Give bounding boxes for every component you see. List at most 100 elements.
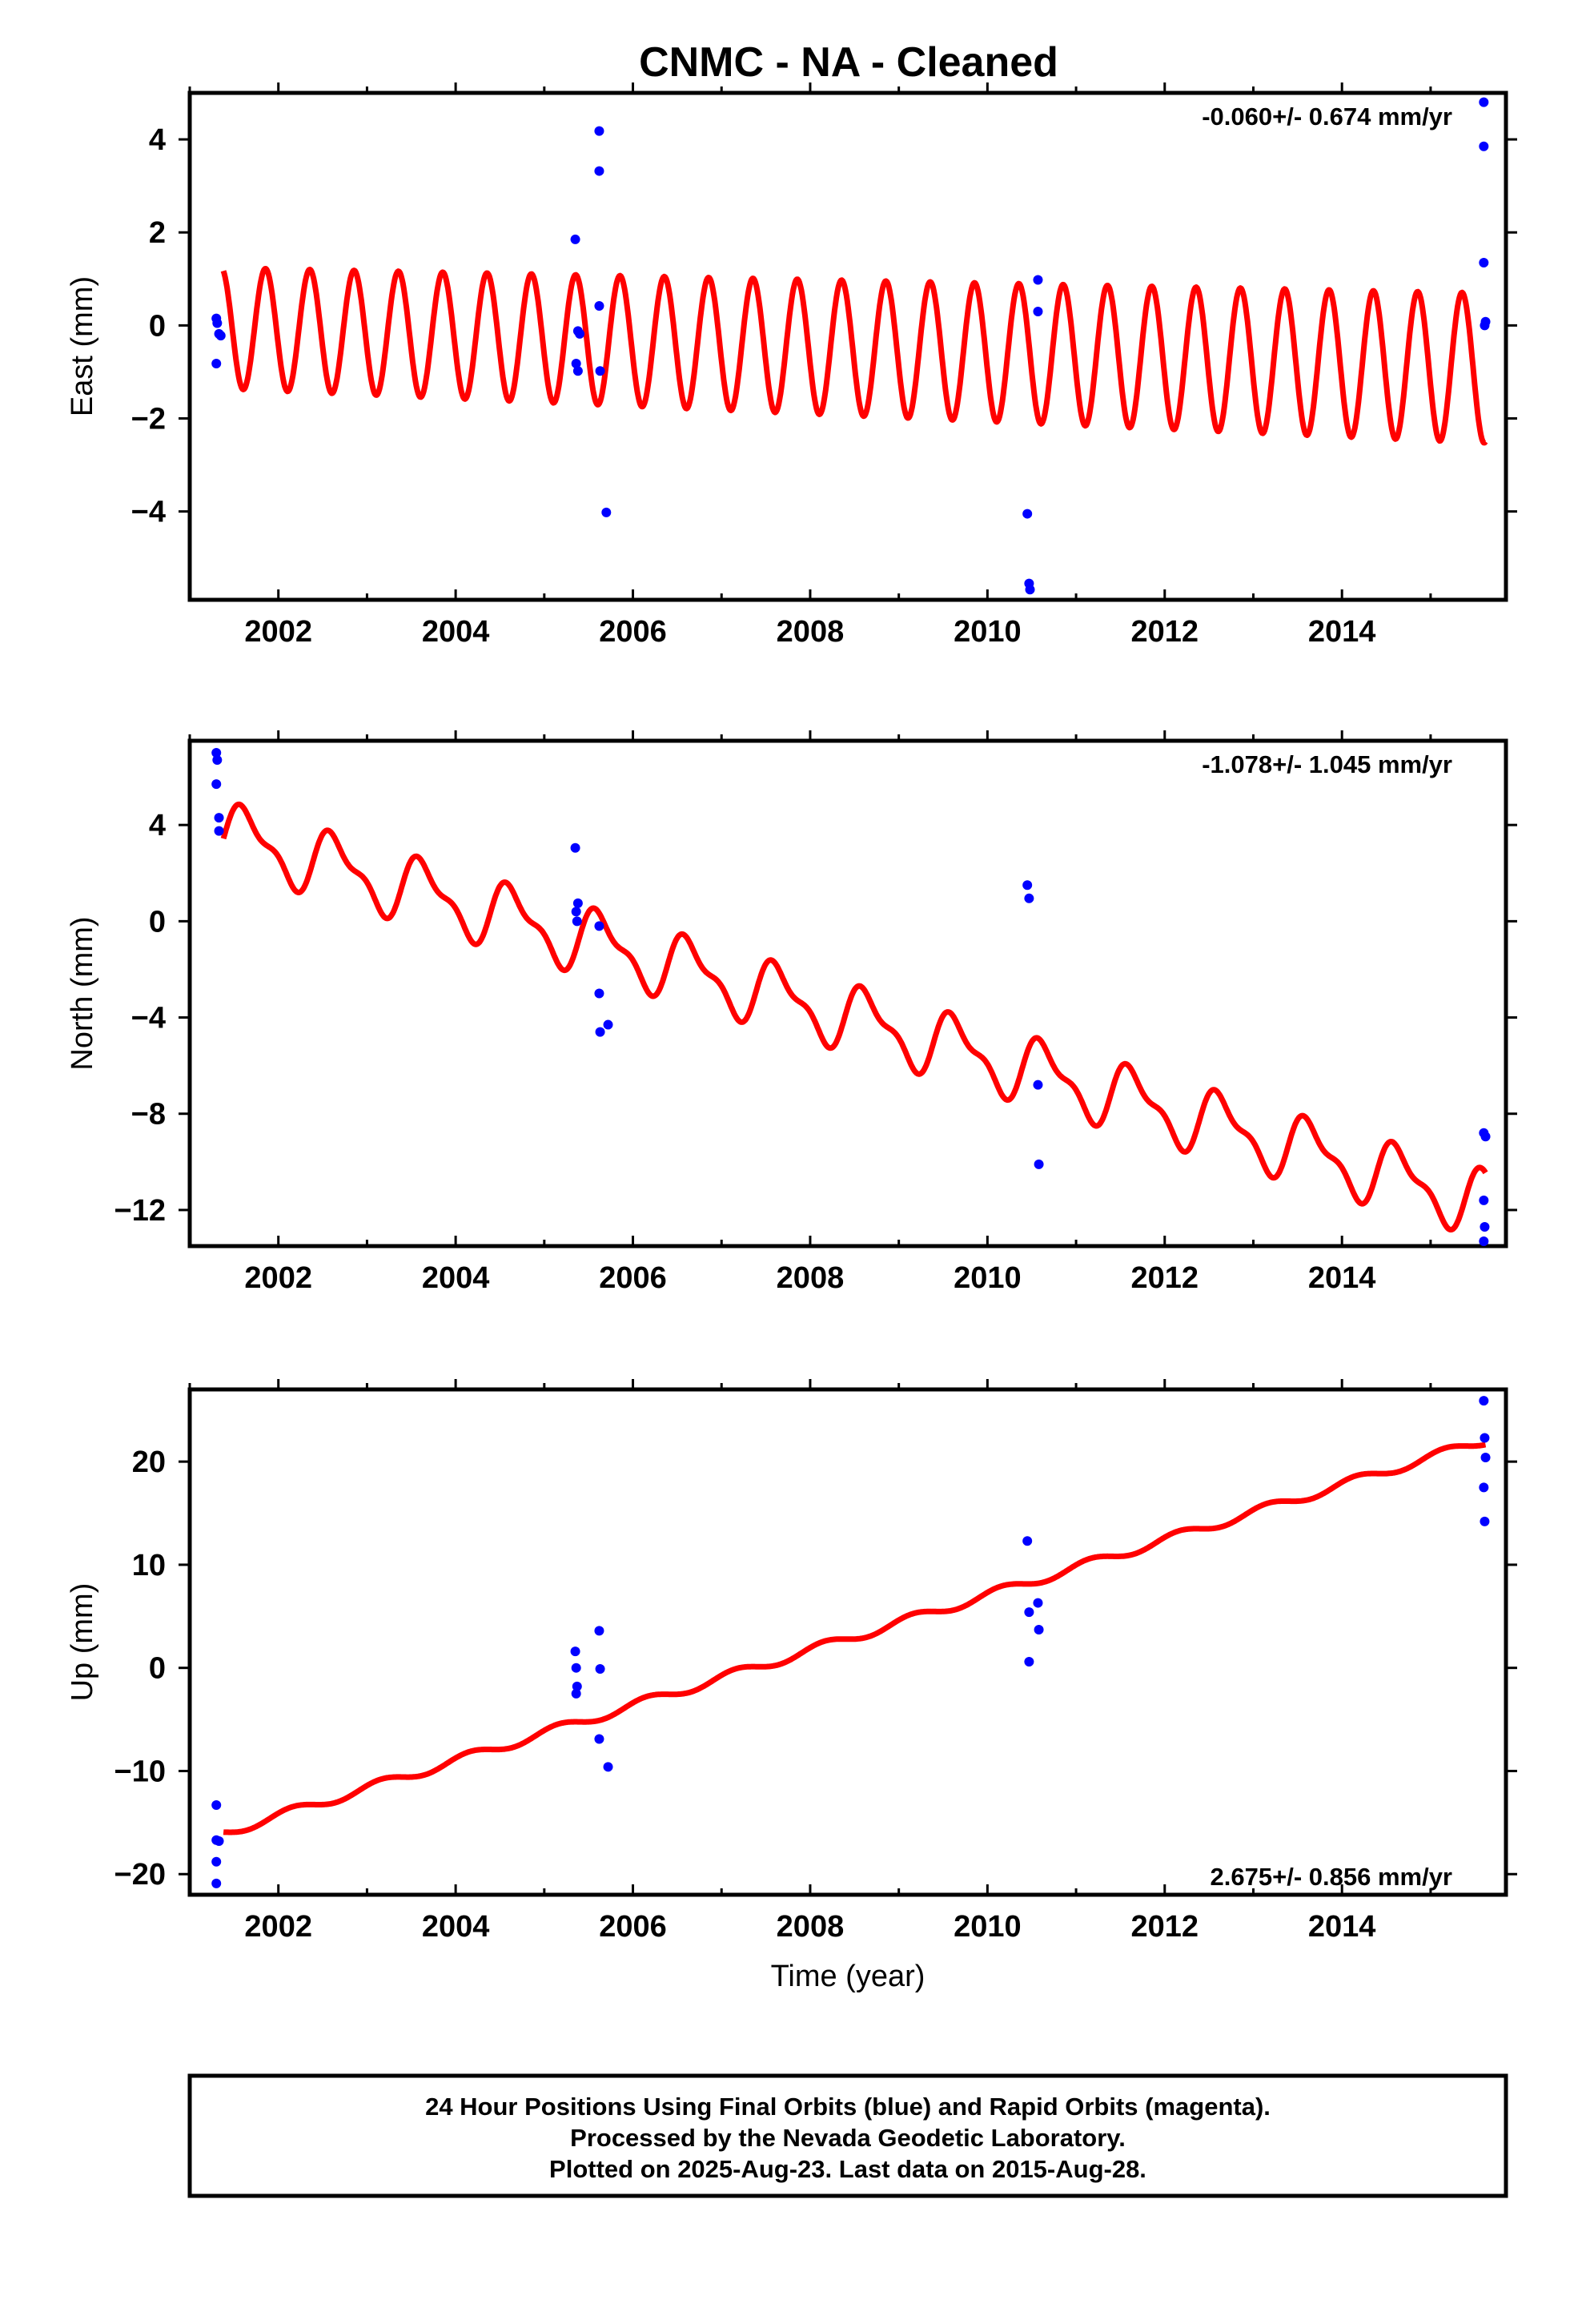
x-tick-label: 2004: [422, 1261, 490, 1295]
y-axis-label: North (mm): [66, 916, 99, 1070]
plot-frame: [187, 738, 1508, 1248]
x-tick-label: 2012: [1131, 615, 1199, 649]
y-tick-label: 4: [149, 809, 166, 842]
data-point: [594, 300, 604, 311]
x-tick-label: 2012: [1131, 1910, 1199, 1944]
data-point: [1024, 1656, 1034, 1667]
x-tick-label: 2006: [599, 615, 667, 649]
data-point: [211, 1878, 222, 1888]
data-point: [214, 1836, 224, 1847]
y-tick-label: 4: [149, 123, 166, 157]
data-point: [211, 1799, 222, 1810]
data-point: [211, 748, 222, 758]
x-tick-label: 2010: [954, 1261, 1022, 1295]
data-point: [594, 988, 604, 999]
data-point: [1480, 1221, 1490, 1232]
data-point: [1480, 1132, 1491, 1142]
data-point: [571, 907, 581, 917]
data-point: [214, 813, 224, 823]
data-point: [601, 507, 612, 517]
data-point: [1480, 1516, 1490, 1526]
data-point: [1480, 320, 1490, 331]
data-point: [570, 234, 580, 244]
data-point: [211, 1856, 222, 1867]
footer-box: 24 Hour Positions Using Final Orbits (bl…: [187, 2073, 1508, 2198]
y-tick-label: 0: [149, 1652, 166, 1686]
x-tick-label: 2006: [599, 1261, 667, 1295]
data-point: [595, 1663, 605, 1674]
data-point: [212, 318, 223, 328]
data-point: [603, 1019, 613, 1030]
y-tick-label: 0: [149, 905, 166, 939]
y-tick-label: 20: [132, 1445, 166, 1479]
rate-label: -0.060+/- 0.674 mm/yr: [1202, 103, 1452, 131]
data-point: [1480, 1452, 1491, 1462]
data-point: [1479, 1482, 1489, 1493]
y-tick-label: 10: [132, 1549, 166, 1582]
data-point: [215, 331, 226, 341]
y-tick-label: −8: [131, 1098, 166, 1132]
data-point: [1033, 275, 1043, 285]
x-tick-label: 2002: [244, 615, 312, 649]
data-point: [1479, 97, 1489, 107]
rate-label: -1.078+/- 1.045 mm/yr: [1202, 750, 1452, 778]
y-axis-label: East (mm): [66, 276, 99, 416]
data-point: [1479, 1396, 1489, 1406]
y-tick-label: −2: [131, 403, 166, 436]
x-tick-label: 2008: [777, 1261, 845, 1295]
data-point: [572, 1681, 582, 1691]
model-curve: [220, 266, 1488, 446]
x-tick-label: 2014: [1308, 1261, 1376, 1295]
data-point: [572, 916, 582, 927]
data-point: [571, 358, 581, 368]
y-axis-label: Up (mm): [66, 1583, 99, 1702]
data-point: [1479, 141, 1489, 151]
data-point: [570, 842, 580, 853]
y-tick-label: −4: [131, 496, 166, 529]
data-point: [594, 166, 604, 176]
x-tick-label: 2002: [244, 1910, 312, 1944]
x-tick-label: 2004: [422, 615, 490, 649]
data-point: [571, 1688, 581, 1699]
data-point: [1022, 509, 1033, 519]
data-point: [214, 826, 224, 836]
x-tick-label: 2008: [777, 1910, 845, 1944]
x-tick-label: 2008: [777, 615, 845, 649]
data-point: [595, 366, 605, 376]
x-tick-label: 2014: [1308, 1910, 1376, 1944]
x-tick-label: 2010: [954, 615, 1022, 649]
footer-line-1: 24 Hour Positions Using Final Orbits (bl…: [425, 2093, 1271, 2121]
y-tick-label: −20: [114, 1858, 166, 1892]
rate-label: 2.675+/- 0.856 mm/yr: [1211, 1863, 1452, 1891]
y-tick-label: −4: [131, 1002, 166, 1035]
data-point: [572, 366, 583, 376]
data-point: [1033, 1080, 1043, 1090]
data-point: [1034, 1159, 1044, 1169]
footer-frame: [187, 2073, 1508, 2198]
plot-frame: [187, 90, 1508, 602]
model-curve: [221, 1441, 1488, 1835]
y-tick-label: 0: [149, 309, 166, 343]
data-point: [572, 898, 583, 908]
footer-line-3: Plotted on 2025-Aug-23. Last data on 201…: [549, 2155, 1146, 2183]
data-point: [1034, 1625, 1044, 1635]
data-point: [594, 921, 604, 931]
x-tick-label: 2012: [1131, 1261, 1199, 1295]
east-panel: 2002 2004 2006 2008 2010 2012 2014 −4 −2 0 2 4 East …: [66, 82, 1517, 649]
x-tick-label: 2006: [599, 1910, 667, 1944]
y-tick-label: 2: [149, 216, 166, 250]
chart-title: CNMC - NA - Cleaned: [639, 39, 1058, 86]
x-tick-label: 2014: [1308, 615, 1376, 649]
data-point: [594, 126, 604, 136]
data-point: [1479, 1195, 1489, 1205]
data-point: [212, 755, 223, 766]
data-point: [1479, 257, 1489, 267]
north-panel: 2002 2004 2006 2008 2010 2012 2014 −12 −8 −4 0 4 Nor…: [66, 730, 1517, 1295]
x-axis-label: Time (year): [771, 1960, 926, 1993]
x-tick-label: 2004: [422, 1910, 490, 1944]
x-tick-label: 2010: [954, 1910, 1022, 1944]
data-point: [571, 1663, 581, 1673]
data-point: [594, 1734, 604, 1744]
data-point: [595, 1027, 605, 1037]
